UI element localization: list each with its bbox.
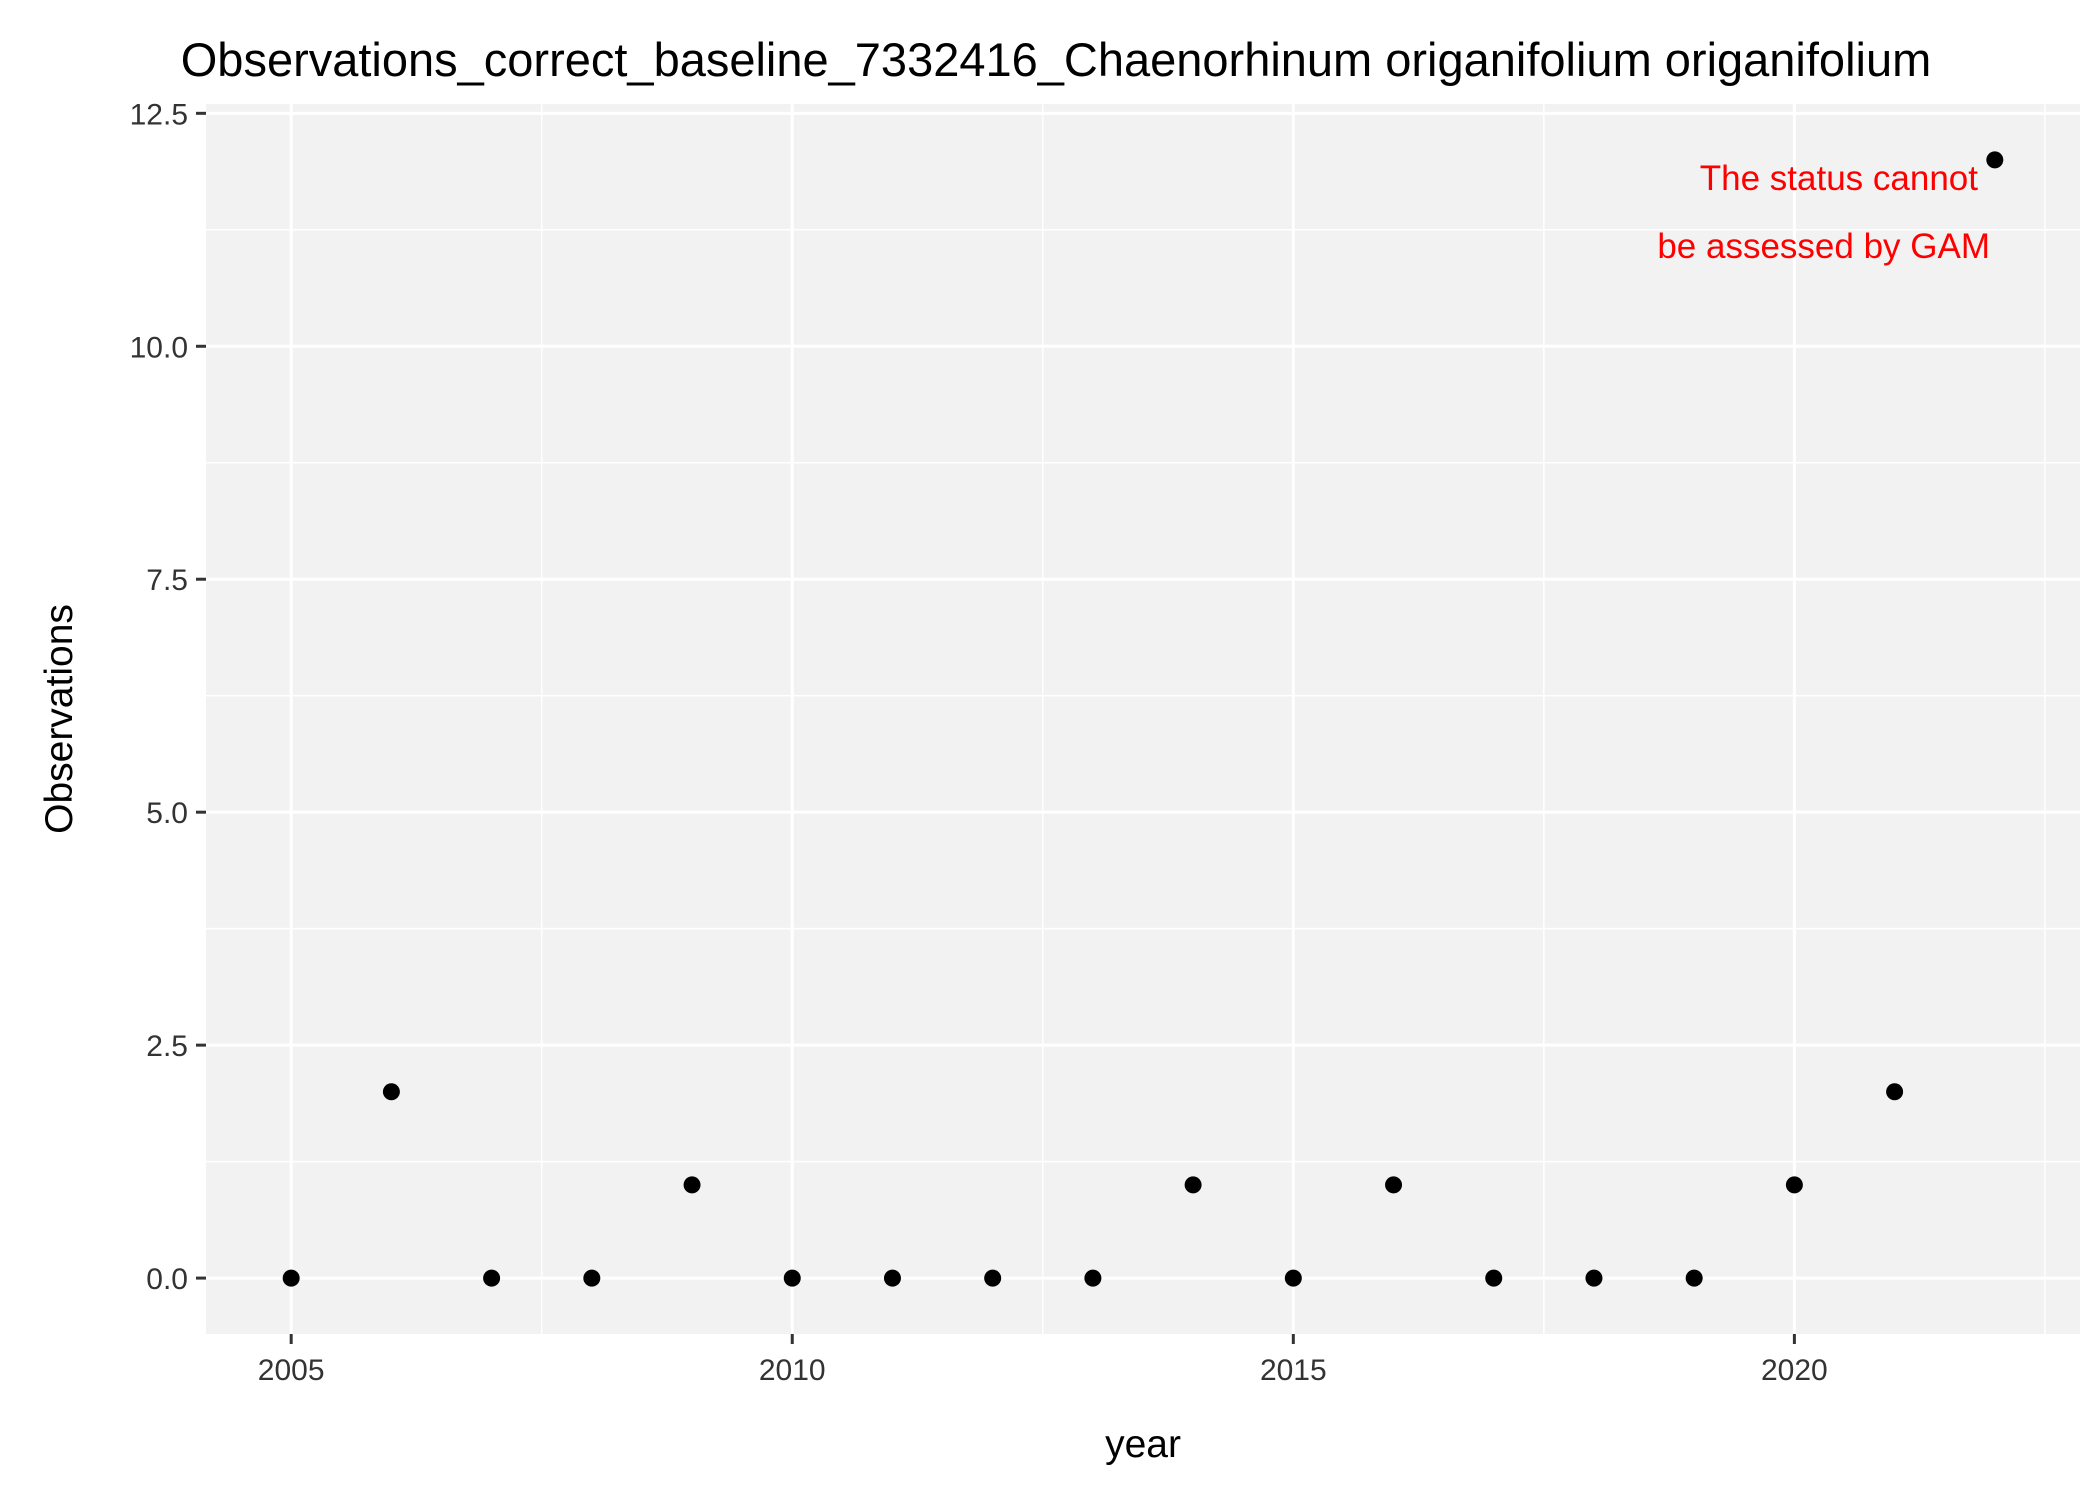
data-point <box>984 1269 1002 1287</box>
data-point <box>883 1269 901 1287</box>
y-axis-title: Observations <box>38 604 81 834</box>
y-tick-label: 12.5 <box>130 98 188 131</box>
data-point <box>1084 1269 1102 1287</box>
data-point <box>382 1083 400 1101</box>
y-tick-label: 2.5 <box>146 1030 188 1063</box>
plot-title: Observations_correct_baseline_7332416_Ch… <box>181 33 1932 86</box>
data-point <box>1585 1269 1603 1287</box>
plot-panel <box>206 104 2080 1334</box>
x-axis-title: year <box>1105 1423 1181 1466</box>
data-point <box>1785 1176 1803 1194</box>
y-tick-label: 0.0 <box>146 1263 188 1296</box>
minor-gridlines <box>206 104 2080 1334</box>
data-point <box>683 1176 701 1194</box>
y-tick-label: 7.5 <box>146 564 188 597</box>
x-tick-label: 2010 <box>759 1354 826 1387</box>
y-tick-label: 10.0 <box>130 331 188 364</box>
data-points <box>282 151 2004 1287</box>
data-point <box>1184 1176 1202 1194</box>
annotation-line-1: The status cannot <box>1700 159 1978 198</box>
data-point <box>282 1269 300 1287</box>
data-point <box>783 1269 801 1287</box>
data-point <box>583 1269 601 1287</box>
data-point <box>1886 1083 1904 1101</box>
data-point <box>1385 1176 1403 1194</box>
x-axis: 2005 2010 2015 2020 <box>258 1334 1828 1387</box>
x-tick-label: 2015 <box>1260 1354 1327 1387</box>
x-tick-label: 2005 <box>258 1354 325 1387</box>
data-point <box>1685 1269 1703 1287</box>
major-gridlines <box>206 104 2080 1334</box>
x-tick-label: 2020 <box>1761 1354 1828 1387</box>
data-point <box>1485 1269 1503 1287</box>
y-tick-label: 5.0 <box>146 797 188 830</box>
data-point <box>1986 151 2004 169</box>
annotation-line-2: be assessed by GAM <box>1657 227 1990 266</box>
y-axis: 0.0 2.5 5.0 7.5 10.0 12.5 <box>130 98 206 1296</box>
data-point <box>483 1269 501 1287</box>
data-point <box>1284 1269 1302 1287</box>
